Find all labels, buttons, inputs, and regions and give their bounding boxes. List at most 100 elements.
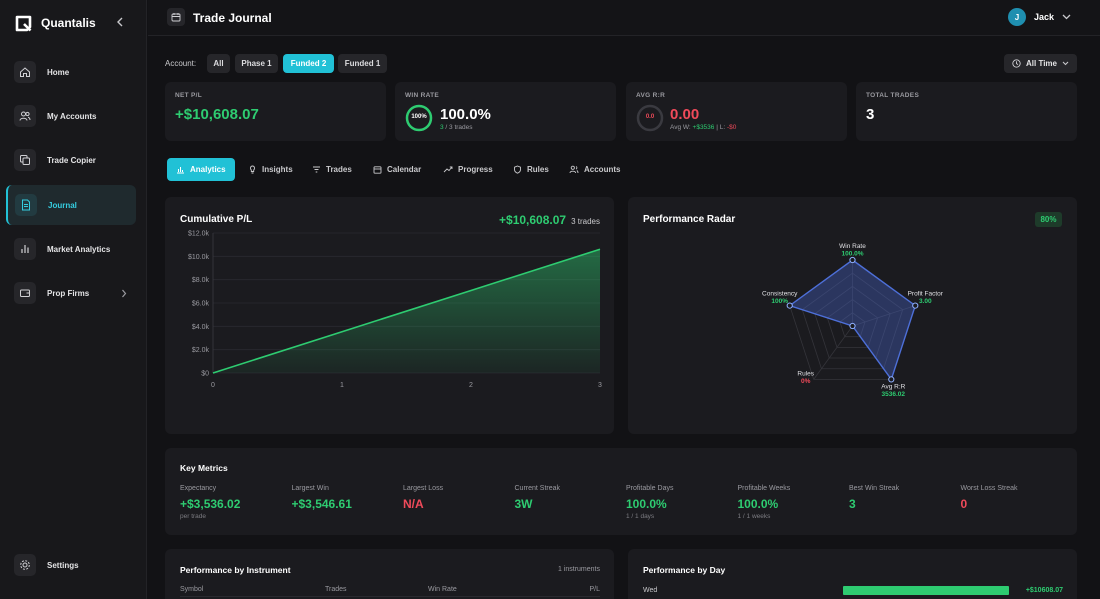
net-pl-value: +$10,608.07 xyxy=(175,106,259,123)
tab-rules[interactable]: Rules xyxy=(513,158,549,181)
chevron-right-icon xyxy=(119,286,129,300)
avg-rr-ring: 0.0 xyxy=(636,104,664,132)
chevron-down-icon xyxy=(1062,14,1071,20)
account-filter-funded-1[interactable]: Funded 1 xyxy=(338,54,387,73)
metric-value: 3 xyxy=(849,497,856,511)
sidebar-item-label: Trade Copier xyxy=(47,155,96,165)
radar-spoke xyxy=(813,325,853,380)
radar-axis-value: 3536.02 xyxy=(882,391,906,398)
collapse-sidebar-button[interactable] xyxy=(114,15,126,29)
tab-analytics[interactable]: Analytics xyxy=(167,158,235,181)
column-header-pl[interactable]: P/L xyxy=(589,586,600,593)
total-trades-value: 3 xyxy=(866,106,875,123)
radar-grid-ring xyxy=(826,299,879,348)
radar-axis-label: Rules xyxy=(797,370,814,377)
metric-value: 100.0% xyxy=(737,497,779,511)
radar-grid-ring xyxy=(814,285,891,359)
radar-point xyxy=(888,376,895,383)
tab-progress[interactable]: Progress xyxy=(443,158,493,181)
metric-label: Worst Loss Streak xyxy=(960,485,1018,492)
stat-label: WIN RATE xyxy=(405,92,440,99)
radar-point xyxy=(912,302,919,309)
time-range-value: All Time xyxy=(1026,59,1057,68)
column-header-win-rate[interactable]: Win Rate xyxy=(428,586,457,593)
metric-sub: per trade xyxy=(180,513,207,520)
tab-insights[interactable]: Insights xyxy=(248,158,293,181)
sidebar-item-home[interactable]: Home xyxy=(7,52,137,92)
y-tick-label: $12.0k xyxy=(188,231,210,238)
key-metrics-panel: Key Metrics xyxy=(165,448,1077,535)
radar-grid-ring xyxy=(839,312,866,338)
metric-value: +$3,536.02 xyxy=(180,497,241,511)
metric-value: 3W xyxy=(514,497,533,511)
time-range-select[interactable]: All Time xyxy=(1004,54,1077,73)
tab-trades[interactable]: Trades xyxy=(312,158,352,181)
sidebar-item-label: Settings xyxy=(47,560,79,570)
stat-label: NET P/L xyxy=(175,92,203,99)
win-rate-card: WIN RATE 100% 100.0% 3 / 3 trades xyxy=(395,82,616,141)
stat-label: AVG R:R xyxy=(636,92,666,99)
day-label: Wed xyxy=(643,587,658,594)
radar-point xyxy=(849,256,856,264)
bar-chart-icon xyxy=(14,238,36,260)
metric-label: Largest Loss xyxy=(403,485,444,492)
day-bar xyxy=(843,586,1009,595)
cumulative-pl-panel: Cumulative P/L +$10,608.07 3 trades $0 $2… xyxy=(165,197,614,434)
brand[interactable]: Quantalis xyxy=(15,14,96,32)
sidebar-item-label: Market Analytics xyxy=(47,244,111,254)
tab-calendar[interactable]: Calendar xyxy=(373,158,421,181)
sidebar-item-market-analytics[interactable]: Market Analytics xyxy=(7,229,137,269)
column-header-symbol[interactable]: Symbol xyxy=(180,586,204,593)
cumulative-pl-chart: $0 $2.0k $4.0k $6.0k $8.0k $10.0k $12.0k 0 1 2 3 xyxy=(188,231,602,390)
panel-title: Performance Radar xyxy=(643,214,736,225)
account-filter-phase-1[interactable]: Phase 1 xyxy=(235,54,278,73)
metric-sub: 1 / 1 weeks xyxy=(737,513,771,520)
avg-rr-card: AVG R:R 0.0 0.00 Avg W: +$3536 | L: -$0 xyxy=(626,82,847,141)
metric-label: Expectancy xyxy=(180,485,217,492)
x-tick-label: 0 xyxy=(211,382,215,389)
sidebar-item-prop-firms[interactable]: Prop Firms xyxy=(7,273,137,313)
y-tick-label: $10.0k xyxy=(188,254,210,261)
logo-icon xyxy=(15,15,32,31)
sidebar-item-journal[interactable]: Journal xyxy=(6,185,136,225)
sidebar-item-settings[interactable]: Settings xyxy=(7,545,137,585)
performance-by-day-panel: Performance by Day Wed +$10608.07 xyxy=(628,549,1077,599)
shield-icon xyxy=(514,165,521,174)
account-filter-label: Account: xyxy=(165,59,197,68)
radar-axis-label: Consistency xyxy=(762,291,798,298)
sidebar-item-trade-copier[interactable]: Trade Copier xyxy=(7,140,137,180)
filter-icon xyxy=(313,166,320,173)
account-filter-funded-2[interactable]: Funded 2 xyxy=(283,54,334,73)
metric-value: 100.0% xyxy=(626,497,667,511)
avg-rr-ring-label: 0.0 xyxy=(645,114,655,120)
bar-chart-icon xyxy=(177,167,184,174)
y-tick-label: $0 xyxy=(201,371,209,378)
lightbulb-icon xyxy=(250,165,255,174)
calendar-icon xyxy=(167,8,185,26)
total-trades-card: TOTAL TRADES 3 xyxy=(856,82,1077,141)
account-filter-all[interactable]: All xyxy=(207,54,230,73)
document-icon xyxy=(15,194,37,216)
metric-label: Current Streak xyxy=(514,485,561,492)
radar-area xyxy=(788,259,917,381)
user-menu[interactable]: J Jack xyxy=(1008,8,1071,26)
cumulative-line xyxy=(212,248,601,374)
performance-by-instrument-panel: Performance by Instrument 1 instruments … xyxy=(165,549,614,599)
sidebar-item-label: My Accounts xyxy=(47,111,97,121)
instrument-count: 1 instruments xyxy=(557,566,600,573)
y-tick-label: $2.0k xyxy=(192,347,210,354)
copy-icon xyxy=(14,149,36,171)
sidebar-item-label: Prop Firms xyxy=(47,288,90,298)
metric-label: Best Win Streak xyxy=(849,485,900,492)
page-title: Trade Journal xyxy=(193,11,272,25)
cumulative-area xyxy=(213,249,600,373)
radar-axis-value: 0% xyxy=(801,378,811,385)
sidebar-item-my-accounts[interactable]: My Accounts xyxy=(7,96,137,136)
brand-name: Quantalis xyxy=(41,16,96,30)
x-tick-label: 1 xyxy=(340,382,344,389)
radar-score-badge: 80% xyxy=(1035,212,1062,227)
topbar: Trade Journal J Jack xyxy=(148,0,1100,36)
tab-accounts[interactable]: Accounts xyxy=(569,158,620,181)
column-header-trades[interactable]: Trades xyxy=(325,586,347,593)
